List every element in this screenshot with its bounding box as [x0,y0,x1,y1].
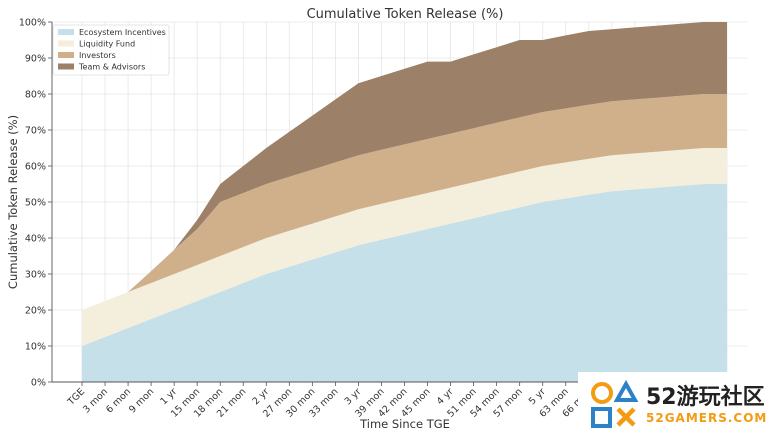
area-layer [82,22,727,382]
area-series-2 [82,94,727,310]
legend-swatch [58,40,74,47]
y-axis-label: Cumulative Token Release (%) [6,115,20,289]
area-series-0 [82,184,727,382]
gamepad-logo-icon [588,379,640,431]
watermark-text-en: 52GAMERS.COM [646,411,768,425]
y-tick-label: 80% [25,90,46,101]
legend-box [52,24,170,76]
x-tick-label: 9 mon [127,386,156,415]
x-tick-label: 3 mon [81,386,110,415]
legend-swatch [58,29,74,35]
y-tick-label: 60% [25,162,46,173]
x-tick-label: 6 mon [104,386,133,415]
area-series-3 [82,22,727,310]
legend-swatch [58,63,74,70]
legend-label: Investors [79,51,116,60]
y-tick-label: 0% [31,378,46,389]
y-tick-label: 70% [25,126,46,137]
legend: Ecosystem Incentives Liquidity Fund Invest… [52,24,170,76]
area-series-1 [82,148,727,346]
watermark-text-cn: 52游玩社区 [646,385,765,410]
y-tick-label: 90% [25,54,46,65]
legend-label: Team & Advisors [78,63,145,72]
chart-title: Cumulative Token Release (%) [307,7,504,22]
legend-label: Ecosystem Incentives [79,28,166,37]
y-tick-label: 50% [25,198,46,209]
watermark: 52游玩社区 52GAMERS.COM [578,372,768,438]
legend-label: Liquidity Fund [79,40,135,49]
y-tick-label: 10% [25,342,46,353]
legend-swatch [58,52,74,58]
y-tick-label: 20% [25,306,46,317]
y-tick-label: 100% [19,18,46,29]
y-tick-label: 30% [25,270,46,281]
x-axis-label: Time Since TGE [359,417,450,431]
y-tick-label: 40% [25,234,46,245]
